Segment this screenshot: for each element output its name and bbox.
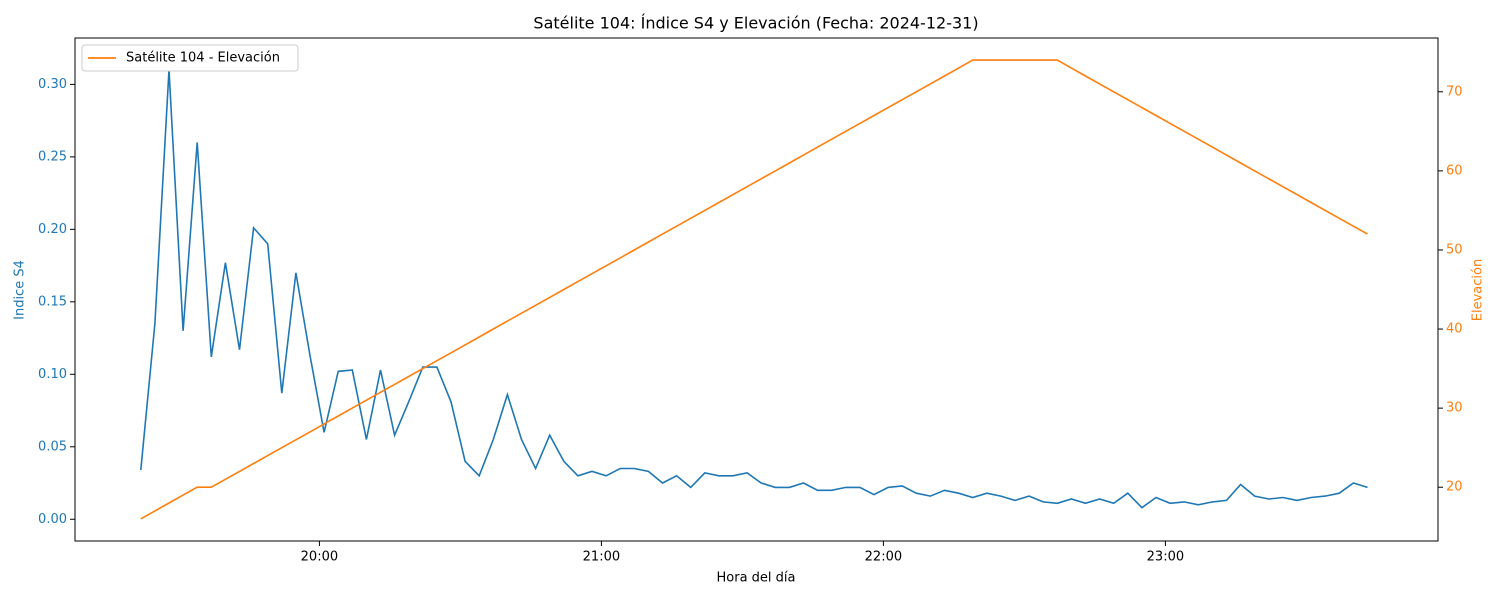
- x-tick-label: 23:00: [1147, 550, 1184, 565]
- legend-label: Satélite 104 - Elevación: [126, 51, 280, 66]
- data-line: [140, 69, 1368, 509]
- y-tick-label: 0.30: [38, 77, 67, 92]
- y2-axis-label: Elevación: [1471, 259, 1486, 321]
- x-tick-label: 20:00: [301, 550, 338, 565]
- x-tick-label: 22:00: [865, 550, 902, 565]
- y-tick-label: 0.05: [38, 439, 67, 454]
- y-tick-label: 0.00: [38, 512, 67, 527]
- y-tick-label: 0.10: [38, 367, 67, 382]
- plot-frame: [74, 37, 1439, 542]
- y-tick-label: 0.25: [38, 149, 67, 164]
- y-tick-label: 0.20: [38, 222, 67, 237]
- y-axis-label: Indice S4: [13, 260, 28, 320]
- y2-tick-label: 60: [1446, 163, 1463, 178]
- y-tick-label: 0.15: [38, 294, 67, 309]
- data-line: [140, 59, 1368, 520]
- y2-tick-label: 20: [1446, 480, 1463, 495]
- y2-tick-label: 40: [1446, 322, 1463, 337]
- y2-tick-label: 30: [1446, 401, 1463, 416]
- y2-tick-label: 50: [1446, 242, 1463, 257]
- y2-tick-label: 70: [1446, 84, 1463, 99]
- chart-title: Satélite 104: Índice S4 y Elevación (Fec…: [533, 14, 978, 33]
- legend-box: [81, 44, 299, 72]
- x-tick-label: 21:00: [583, 550, 620, 565]
- x-axis-label: Hora del día: [717, 571, 796, 586]
